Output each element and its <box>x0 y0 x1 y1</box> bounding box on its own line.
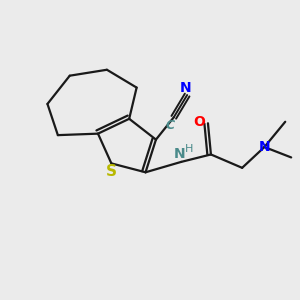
Text: N: N <box>174 147 185 160</box>
Text: O: O <box>194 115 206 129</box>
Text: H: H <box>185 144 194 154</box>
Text: S: S <box>106 164 117 179</box>
Text: C: C <box>166 119 175 132</box>
Text: N: N <box>259 140 270 154</box>
Text: N: N <box>180 81 191 94</box>
